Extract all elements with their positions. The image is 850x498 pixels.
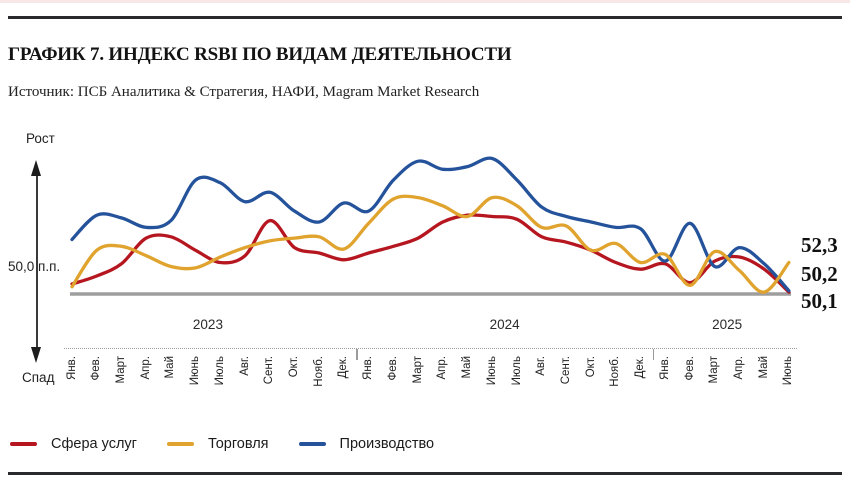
legend: Сфера услуг Торговля Производство (10, 436, 464, 452)
x-axis-month-label: Май (461, 356, 473, 379)
x-axis-month-label: Апр. (436, 356, 449, 380)
series-end-value: 50,1 (801, 289, 838, 313)
x-axis-month-label: Янв. (65, 356, 78, 380)
y-axis-arrow (36, 176, 38, 348)
year-boundary-tick (652, 349, 655, 360)
y-axis-baseline-label: 50,0 п.п. (8, 259, 61, 274)
x-axis-month-label: Март (114, 356, 127, 384)
arrow-down-icon (31, 347, 41, 363)
x-axis-month-label: Нояб. (609, 356, 622, 387)
x-axis-month-label: Янв. (658, 356, 671, 380)
x-axis-month-label: Авг. (238, 356, 251, 376)
arrow-up-icon (31, 160, 41, 176)
x-axis-month-label: Июль (510, 356, 523, 386)
page-title: ГРАФИК 7. ИНДЕКС RSBI ПО ВИДАМ ДЕЯТЕЛЬНО… (8, 44, 512, 65)
series-line-trade (70, 194, 791, 294)
legend-swatch-icon (298, 442, 326, 446)
x-axis-month-label: Окт. (288, 356, 300, 378)
year-boundary-tick (356, 349, 358, 360)
x-axis-year-label: 2023 (192, 317, 223, 332)
x-axis-month-label: Июнь (485, 356, 498, 386)
x-axis-month-label: Март (411, 356, 424, 384)
x-axis-month-label: Янв. (362, 356, 375, 380)
x-axis-month-label: Сент. (559, 356, 572, 385)
legend-swatch-icon (10, 442, 37, 446)
x-axis-year-label: 2024 (489, 317, 520, 332)
x-axis-month-label: Апр. (732, 356, 745, 380)
y-axis-growth-label: Рост (26, 131, 55, 146)
legend-label: Торговля (207, 436, 269, 452)
x-axis-month-label: Апр. (139, 356, 152, 380)
series-line-services (70, 213, 791, 294)
x-axis-month-label: Июнь (782, 356, 795, 386)
x-axis-month-label: Авг. (535, 356, 548, 376)
x-axis-month-label: Фев. (90, 356, 103, 381)
bottom-rule (8, 472, 842, 475)
x-axis-month-label: Июнь (189, 356, 202, 386)
x-axis-month-label: Окт. (584, 356, 597, 378)
legend-label: Сфера услуг (51, 436, 137, 452)
y-axis-decline-label: Спад (22, 370, 55, 385)
legend-label: Производство (339, 436, 435, 452)
x-axis-year-label: 2025 (712, 317, 743, 332)
x-axis-month-label: Дек. (337, 356, 350, 379)
legend-item: Сфера услуг (10, 436, 137, 452)
page-top-strip (0, 0, 850, 3)
series-end-value: 52,3 (801, 233, 838, 257)
series-end-value: 50,2 (801, 262, 838, 286)
x-axis-month-label: Март (708, 356, 721, 384)
x-axis-month-label: Сент. (263, 356, 276, 385)
x-axis-month-label: Май (757, 356, 770, 379)
x-axis-month-label: Май (164, 356, 177, 379)
top-rule (8, 16, 842, 19)
source-note: Источник: ПСБ Аналитика & Стратегия, НАФ… (8, 84, 480, 100)
series-line-manufacturing (70, 156, 791, 293)
x-axis-month-label: Фев. (683, 356, 696, 381)
x-axis-month-label: Нояб. (312, 356, 325, 387)
x-axis-month-label: Дек. (634, 356, 647, 379)
x-axis-month-label: Фев. (386, 356, 399, 381)
legend-item: Производство (298, 436, 435, 452)
legend-swatch-icon (166, 442, 194, 446)
x-axis-month-label: Июль (213, 356, 226, 386)
legend-item: Торговля (166, 436, 269, 452)
x-axis-line (64, 348, 797, 349)
